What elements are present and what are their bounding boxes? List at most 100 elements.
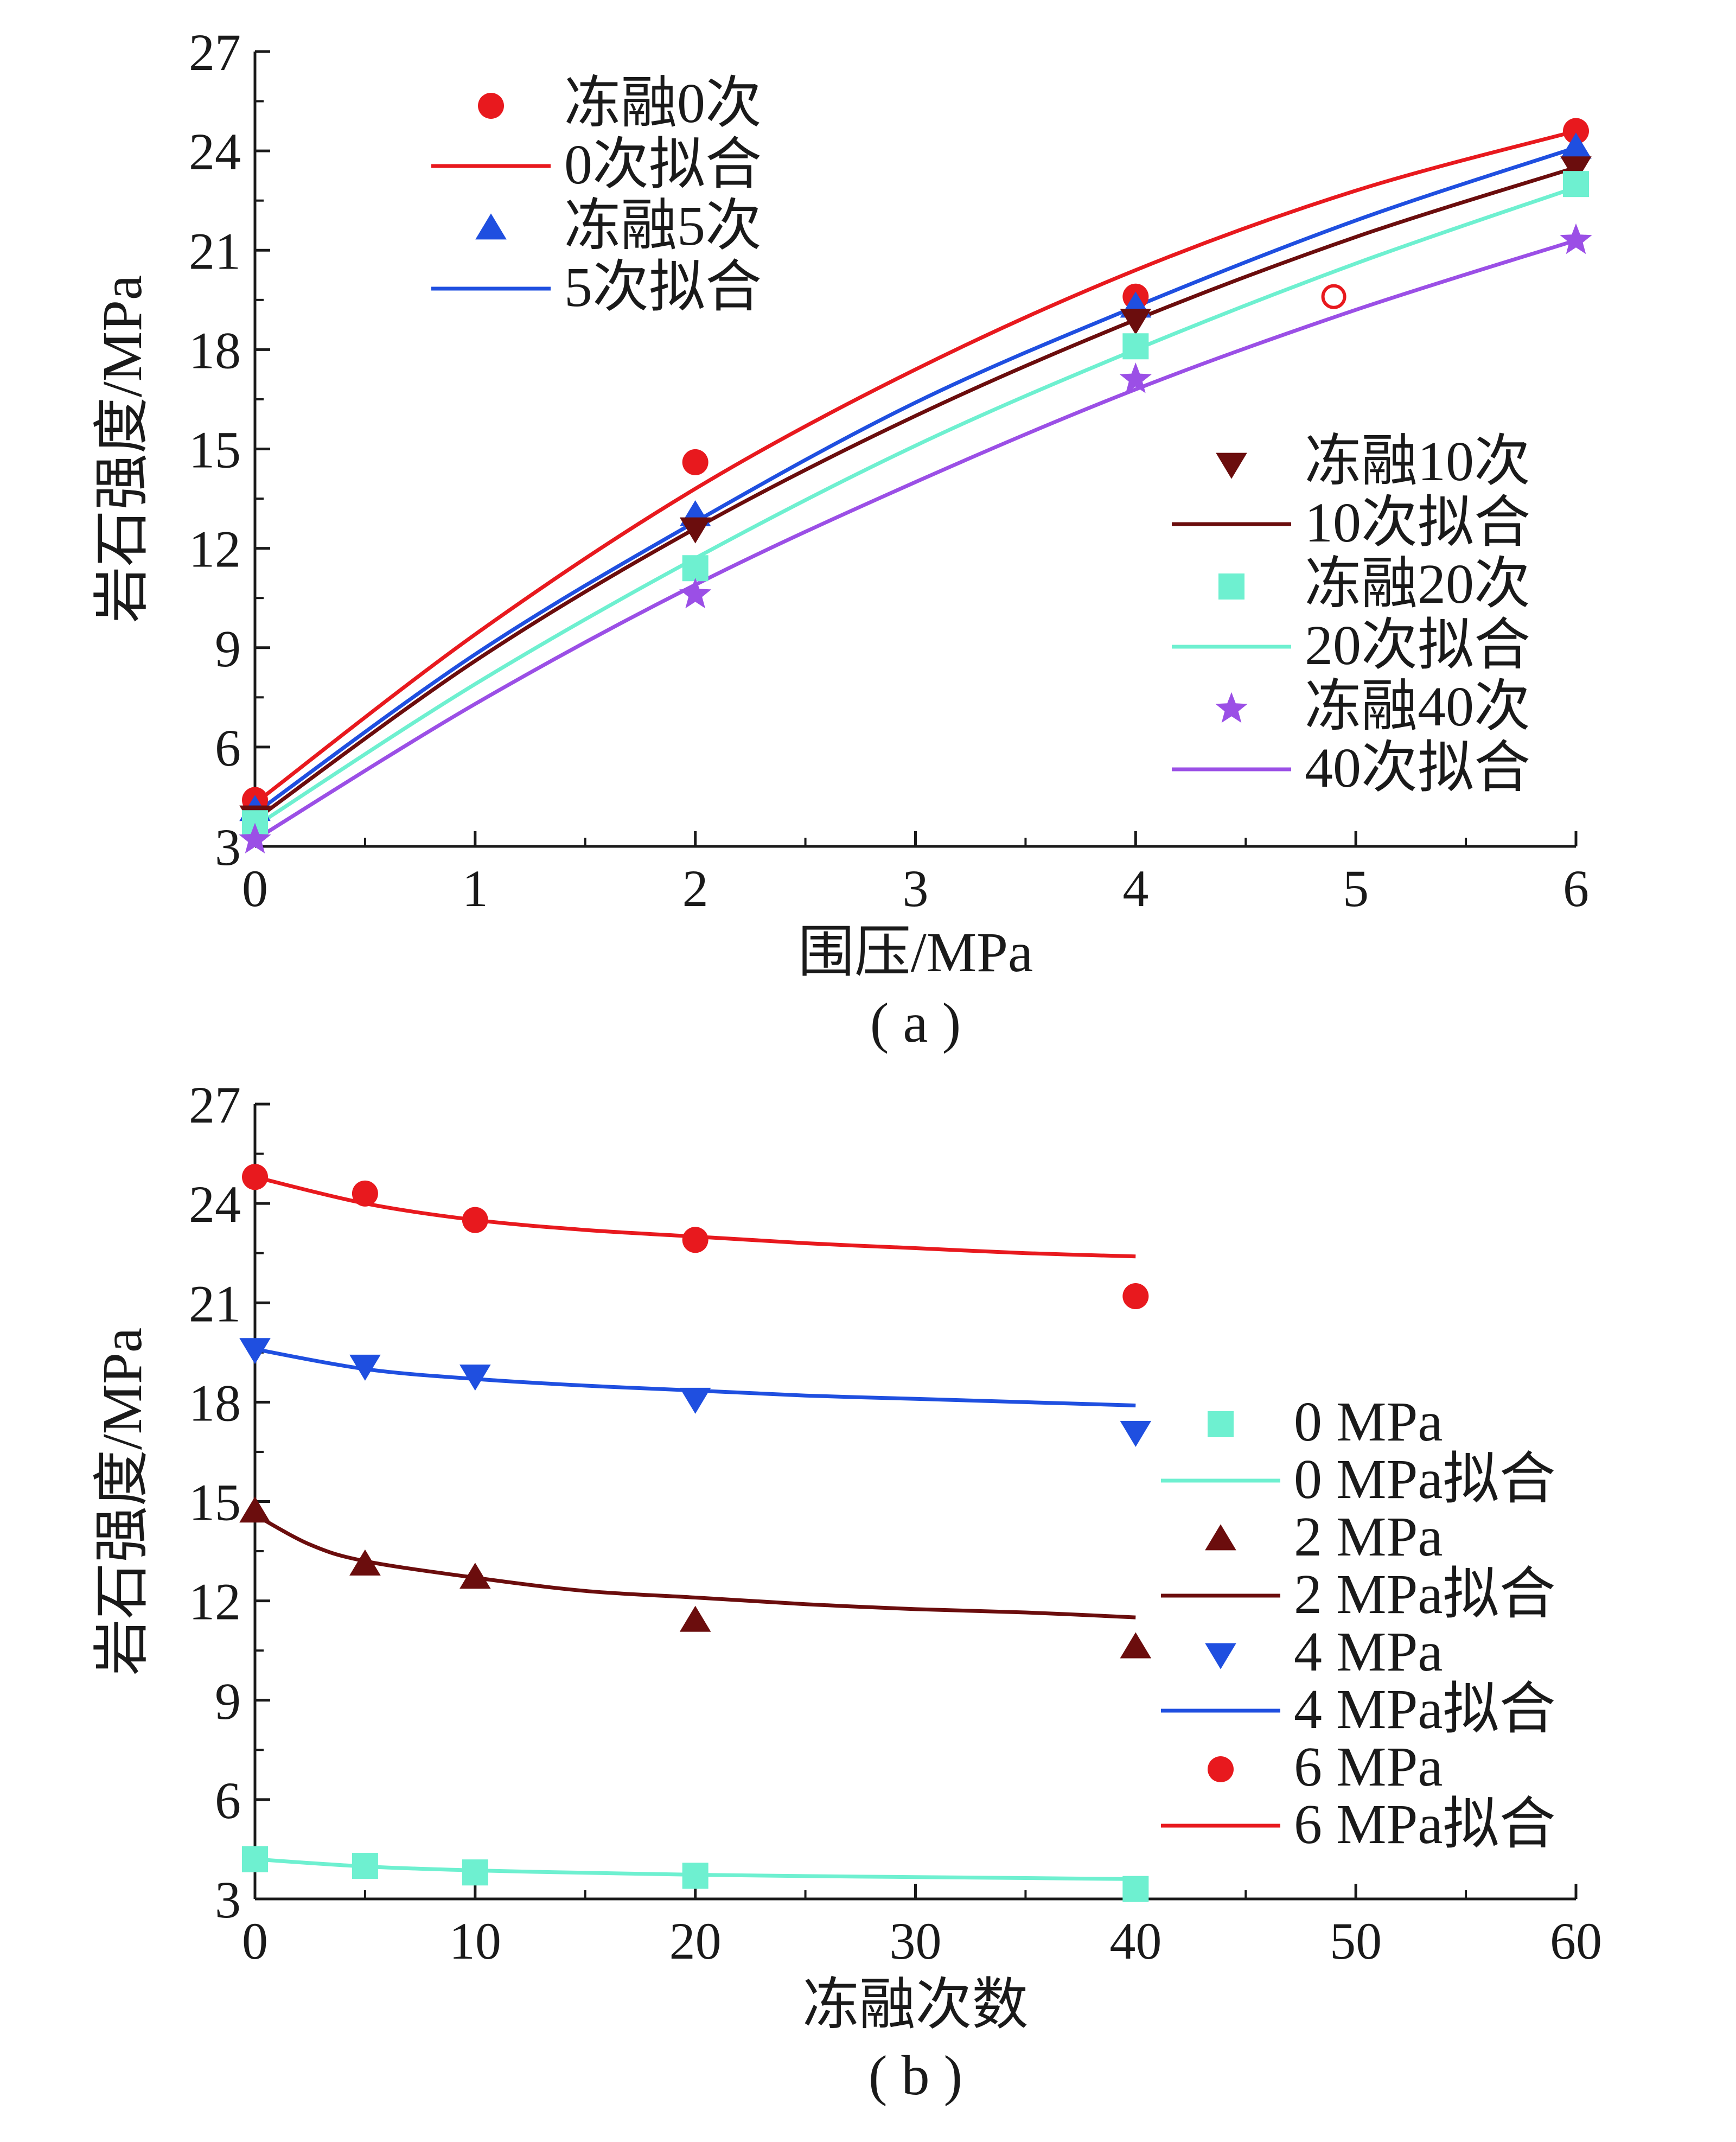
x-tick-label: 30 (890, 1912, 942, 1970)
y-axis-label: 岩石强度/MPa (91, 1328, 154, 1675)
x-tick-label: 1 (462, 859, 488, 917)
data-point (239, 1338, 271, 1365)
fit-line (253, 129, 1577, 805)
y-tick-label: 6 (215, 719, 241, 777)
fit-line (253, 145, 1577, 815)
legend-label: 4 MPa拟合 (1294, 1678, 1555, 1741)
x-tick-label: 40 (1109, 1912, 1161, 1970)
data-point (239, 823, 271, 853)
legend-marker (478, 93, 504, 119)
y-tick-label: 24 (189, 1175, 241, 1233)
data-point (459, 1563, 491, 1589)
x-tick-label: 5 (1343, 859, 1369, 917)
data-point (682, 1863, 709, 1889)
x-tick-label: 60 (1550, 1912, 1602, 1970)
data-point (242, 1164, 268, 1190)
y-tick-label: 18 (189, 321, 241, 379)
data-point (352, 1852, 378, 1879)
data-point (1122, 1876, 1149, 1902)
data-point (352, 1180, 378, 1207)
y-tick-label: 21 (189, 222, 241, 280)
x-tick-label: 3 (903, 859, 929, 917)
legend-marker (1218, 573, 1244, 600)
legend-label: 2 MPa拟合 (1294, 1563, 1555, 1625)
legend-marker (1208, 1756, 1234, 1782)
y-tick-label: 15 (189, 1474, 241, 1532)
data-point (349, 1549, 381, 1576)
data-point (682, 449, 709, 475)
y-tick-label: 3 (215, 818, 241, 876)
legend-label: 冻融10次 (1305, 430, 1530, 493)
data-point (1560, 156, 1592, 183)
fit-line (254, 1513, 1136, 1620)
y-tick-label: 9 (215, 1672, 241, 1730)
data-point (682, 555, 709, 582)
data-point (459, 1365, 491, 1391)
data-point (1120, 1420, 1152, 1447)
data-point (242, 1846, 268, 1872)
legend-label: 2 MPa (1294, 1506, 1443, 1568)
y-tick-label: 18 (189, 1374, 241, 1432)
legend-label: 20次拟合 (1305, 614, 1530, 677)
legend-marker (1215, 692, 1248, 723)
data-point (1560, 132, 1592, 159)
data-point (1120, 309, 1152, 335)
legend-label: 40次拟合 (1305, 737, 1530, 799)
y-tick-label: 27 (189, 23, 241, 81)
legend-label: 0 MPa (1294, 1391, 1443, 1453)
data-point (1563, 171, 1589, 197)
x-tick-label: 0 (242, 859, 268, 917)
x-tick-label: 2 (682, 859, 709, 917)
fit-line (253, 165, 1577, 822)
data-point (239, 1496, 271, 1523)
x-tick-label: 6 (1563, 859, 1589, 917)
legend-label: 冻融40次 (1305, 675, 1530, 738)
data-point (679, 517, 711, 544)
y-tick-label: 15 (189, 421, 241, 479)
data-point (679, 577, 712, 609)
legend-marker (1205, 1524, 1236, 1551)
y-tick-label: 6 (215, 1771, 241, 1829)
legend-label: 4 MPa (1294, 1621, 1443, 1683)
legend-label: 0 MPa拟合 (1294, 1448, 1555, 1510)
data-point (1122, 1283, 1149, 1310)
legend-label: 10次拟合 (1305, 492, 1530, 554)
y-tick-label: 24 (189, 123, 241, 181)
x-tick-label: 0 (242, 1912, 268, 1970)
data-point (1119, 362, 1152, 393)
data-point (349, 1354, 381, 1381)
y-axis-label: 岩石强度/MPa (91, 275, 154, 623)
legend-label: 冻融5次 (564, 195, 762, 257)
panel-caption: ( b ) (869, 2044, 962, 2107)
data-point (1122, 333, 1149, 360)
legend-marker (1216, 452, 1247, 479)
data-point (462, 1859, 488, 1886)
y-tick-label: 21 (189, 1274, 241, 1333)
x-tick-label: 4 (1122, 859, 1148, 917)
legend-label: 6 MPa (1294, 1736, 1443, 1798)
x-axis-label: 冻融次数 (802, 1974, 1028, 2036)
y-tick-label: 9 (215, 620, 241, 678)
legend-label: 5次拟合 (564, 256, 762, 318)
y-tick-label: 12 (189, 520, 241, 578)
data-point (679, 1387, 711, 1414)
legend-label: 6 MPa拟合 (1294, 1793, 1555, 1856)
panel-caption: ( a ) (870, 992, 961, 1054)
chart-panel-b: 3 6 9 12 15 18 21 24 27 0 10 20 30 40 50 60 冻融次数 岩石强度/MPa… (91, 1076, 1602, 2107)
x-tick-label: 10 (449, 1912, 501, 1970)
open-circle-marker (1321, 284, 1346, 309)
data-point (1563, 118, 1589, 144)
x-tick-label: 50 (1330, 1912, 1382, 1970)
legend-label: 冻融20次 (1305, 553, 1530, 615)
legend-label: 0次拟合 (564, 133, 762, 196)
y-tick-label: 27 (189, 1076, 241, 1134)
x-tick-label: 20 (669, 1912, 722, 1970)
x-axis-label: 围压/MPa (798, 921, 1033, 984)
y-tick-label: 3 (215, 1871, 241, 1929)
fit-line (254, 238, 1577, 841)
